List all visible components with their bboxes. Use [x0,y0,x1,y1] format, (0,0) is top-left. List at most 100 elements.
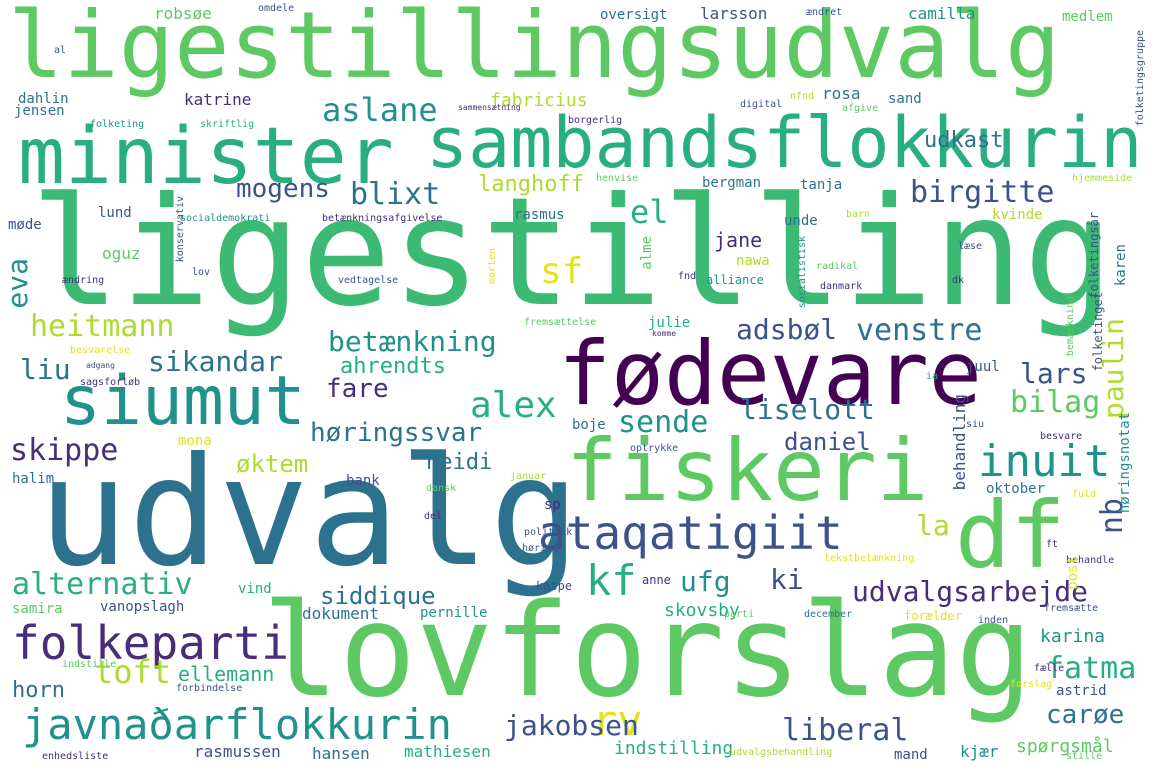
word-mona: mona [178,433,212,449]
word-unde: unde [784,213,818,229]
word-barn: barn [846,209,871,220]
word-rasmus: rasmus [514,207,565,223]
word-folketingsaar: folketingsår [1087,212,1101,299]
word-ufg: ufg [680,565,731,598]
word-toft: toft [94,653,172,691]
word-liselott: liselott [740,393,875,426]
word-jensen: jensen [14,103,65,119]
word-optrykke: optrykke [630,443,679,454]
word-camilla: camilla [908,4,976,23]
word-adsbol: adsbøl [736,313,838,346]
word-besvarelse: besvarelse [70,345,131,356]
word-horingssvar: høringssvar [310,418,483,448]
word-ahrendts: ahrendts [340,354,446,379]
word-nawa: nawa [736,253,770,269]
word-fodevare: fødevare [558,322,982,425]
word-sambandsflokkurin: sambandsflokkurin [426,102,1143,184]
word-skriftlig: skriftlig [200,119,255,130]
word-samira: samira [12,601,63,617]
word-horing: høring [522,543,559,554]
word-sikandar: sikandar [148,345,283,378]
word-behandling: behandling [950,394,969,491]
word-besvare: besvare [1040,431,1083,442]
word-kvinde: kvinde [992,207,1043,223]
word-liberal: liberal [782,713,909,748]
word-lars: lars [1020,357,1088,390]
word-minister: minister [18,112,394,202]
word-alternativ: alternativ [12,567,193,602]
word-ataqatigiit: ataqatigiit [538,506,843,560]
word-horn: horn [12,678,65,703]
word-konservativ: konservativ [175,196,186,263]
word-larsson: larsson [700,4,768,23]
word-socialistisk: socialistisk [797,236,808,309]
word-fare: fare [326,374,389,404]
word-alex: alex [470,385,557,426]
word-hjemmeside: hjemmeside [1072,173,1133,184]
word-adgang: adgang [86,361,115,370]
word-eva: eva [1,258,34,309]
word-ligestillingsudvalg: ligestillingsudvalg [8,0,1061,99]
word-sammensaetning: sammensætning [458,103,521,112]
word-inuit: inuit [978,436,1111,487]
word-nfnd: nfnd [790,91,815,102]
word-siu: siu [966,419,985,430]
word-aslane: aslane [322,91,438,129]
word-horingsnotat: høringsnotat [1117,412,1133,514]
word-stille: stille [1066,751,1103,762]
word-spoergsmaal: spørgsmål [1016,736,1114,757]
word-boje: boje [572,417,606,433]
word-socialdemokrati: socialdemokrati [180,213,271,224]
word-udvalgsarbejde: udvalgsarbejde [852,575,1089,608]
word-folketingsgruppe: folketingsgruppe [1135,30,1146,127]
word-indstilling: indstilling [614,738,734,759]
word-alliance: alliance [706,273,764,287]
word-inden: inden [978,615,1009,626]
word-alme: alme [639,236,655,270]
word-el: el [630,193,669,231]
word-omdele: omdele [258,3,295,14]
word-bank: bank [346,473,380,489]
word-karen: karen [1113,244,1129,287]
word-fiskeri: fiskeri [566,421,929,521]
word-vedtagelse: vedtagelse [338,275,399,286]
word-vanopslagh: vanopslagh [100,599,185,615]
word-fabricius: fabricius [490,90,588,111]
word-januar: januar [510,471,547,482]
word-fremsaette: fremsætte [1044,603,1099,614]
word-hansen: hansen [312,744,370,763]
word-rosa: rosa [822,84,861,103]
word-vind: vind [238,581,272,597]
word-mathiesen: mathiesen [404,742,491,761]
word-borgerlig: borgerlig [568,115,623,126]
word-tanja: tanja [800,177,843,193]
word-fremsaettelse: fremsættelse [524,317,597,328]
word-heidi: heidi [426,450,493,475]
word-folketinget: folketinget [1091,292,1105,372]
word-birgitte: birgitte [910,175,1055,210]
word-fatma: fatma [1046,651,1137,686]
word-medlem: medlem [1062,9,1113,25]
word-fuld: fuld [1072,489,1097,500]
word-robsoe: robsøe [154,4,212,23]
word-aendret: ændret [806,7,843,18]
word-anne: anne [642,573,671,587]
word-laese: læse [958,241,983,252]
word-komme: komme [652,329,677,338]
word-betaenkning: betænkning [328,325,497,358]
word-jakobsen: jakobsen [504,709,639,742]
word-sp: sp [544,497,561,513]
word-december: december [804,609,853,620]
word-forslag: forslag [1010,679,1053,690]
word-df: df [955,482,1066,589]
word-udvalg: udvalg [38,426,580,600]
word-javnadarflokkurin: javnaðarflokkurin [22,700,452,749]
word-bilag: bilag [1010,385,1101,420]
word-kf: kf [586,556,637,605]
word-forbindelse: forbindelse [176,683,243,694]
word-jane: jane [714,228,763,252]
word-julie: julie [648,315,691,331]
word-del: del [424,511,443,522]
word-ia: ia [926,371,939,382]
word-pernille: pernille [420,605,488,621]
